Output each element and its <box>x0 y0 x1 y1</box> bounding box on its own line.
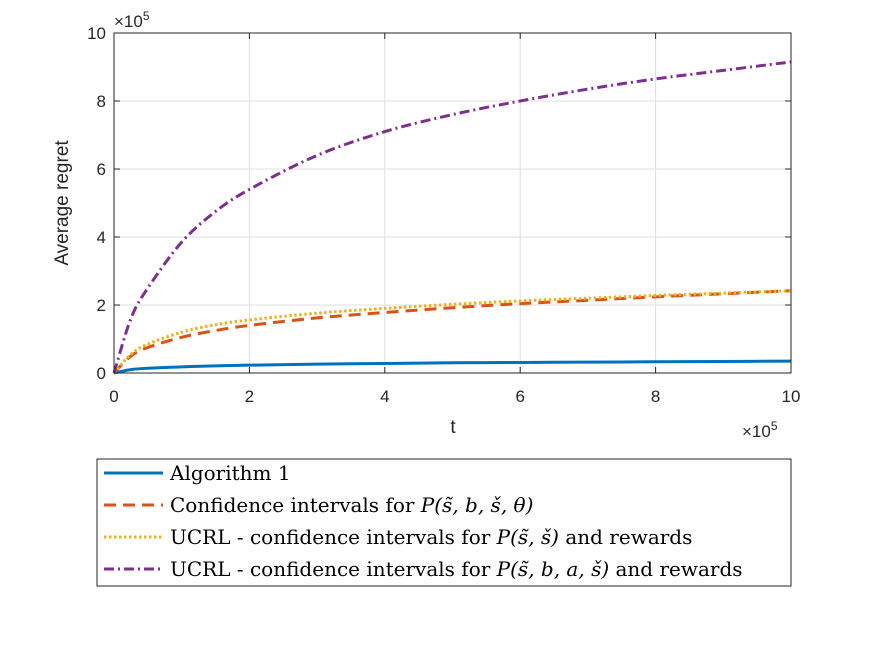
y-tick-label: 4 <box>97 228 106 247</box>
axes-box <box>113 32 792 374</box>
x-tick-label: 8 <box>651 387 660 406</box>
y-tick-label: 6 <box>97 160 106 179</box>
x-axis-label: t <box>450 417 456 438</box>
series-ucrl-p-s-s <box>112 289 792 375</box>
y-tick-label: 2 <box>97 296 106 315</box>
x-tick-label: 2 <box>245 387 254 406</box>
series-layer <box>112 60 792 375</box>
tick-labels: 0 2 4 6 8 10 0 2 4 6 8 10 <box>87 24 800 406</box>
x-multiplier: ×105 <box>742 419 778 441</box>
x-tick-label: 6 <box>515 387 524 406</box>
y-multiplier: ×105 <box>114 9 150 31</box>
x-tick-label: 10 <box>782 387 801 406</box>
x-tick-label: 0 <box>109 387 118 406</box>
y-tick-label: 10 <box>87 24 106 43</box>
legend-entry-algorithm-1: Algorithm 1 <box>169 461 291 485</box>
legend: Algorithm 1 Confidence intervals for P(s̃… <box>96 458 792 587</box>
y-tick-label: 0 <box>97 364 106 383</box>
y-tick-label: 8 <box>97 92 106 111</box>
legend-entry-ucrl-p-s-s: UCRL - confidence intervals for P(s̃, š)… <box>170 525 692 549</box>
legend-entry-ucrl-p-s-b-a-s: UCRL - confidence intervals for P(s̃, b,… <box>170 557 743 581</box>
x-tick-label: 4 <box>380 387 389 406</box>
legend-entry-confidence-intervals: Confidence intervals for P(s̃, b, š, θ) <box>170 493 533 517</box>
grid <box>114 33 791 373</box>
plot-area <box>114 33 791 373</box>
series-ucrl-p-s-b-a-s <box>112 60 792 374</box>
ticks <box>113 32 792 374</box>
y-axis-label: Average regret <box>52 140 73 266</box>
series-algorithm-1 <box>113 359 792 375</box>
legend-box <box>96 458 792 587</box>
